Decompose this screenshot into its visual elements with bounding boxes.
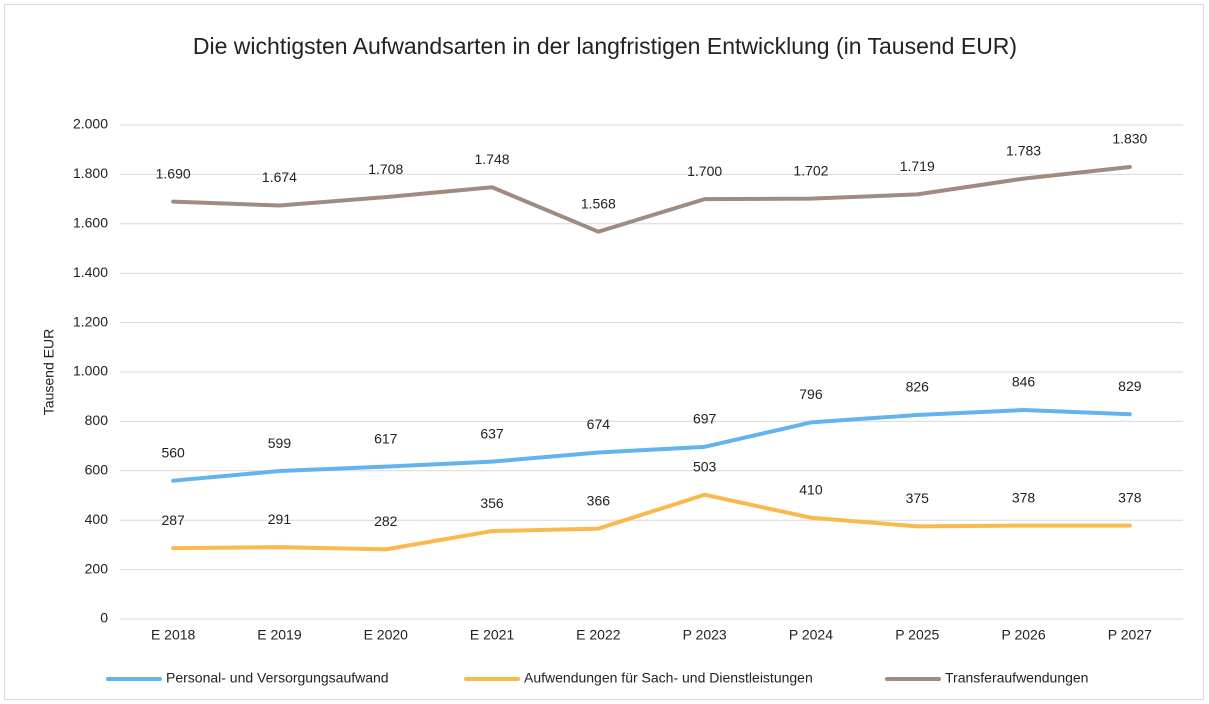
x-tick-label: E 2021 bbox=[470, 627, 515, 643]
x-tick-label: P 2027 bbox=[1108, 627, 1152, 643]
data-label: 637 bbox=[480, 425, 504, 441]
y-axis-label: Tausend EUR bbox=[41, 329, 57, 415]
data-label: 1.708 bbox=[368, 161, 403, 177]
data-label: 826 bbox=[906, 379, 930, 395]
data-label: 1.674 bbox=[262, 169, 297, 185]
y-tick-label: 1.400 bbox=[73, 264, 108, 280]
x-tick-label: E 2020 bbox=[364, 627, 409, 643]
y-tick-label: 600 bbox=[85, 462, 109, 478]
data-label: 1.830 bbox=[1112, 131, 1147, 147]
legend-label: Personal- und Versorgungsaufwand bbox=[166, 670, 389, 686]
chart-title: Die wichtigsten Aufwandsarten in der lan… bbox=[192, 33, 1018, 59]
x-tick-label: E 2022 bbox=[576, 627, 621, 643]
series-line bbox=[171, 164, 1132, 234]
y-tick-label: 200 bbox=[85, 560, 109, 576]
y-tick-label: 1.200 bbox=[73, 313, 108, 329]
data-label: 410 bbox=[799, 481, 823, 497]
data-label: 617 bbox=[374, 430, 398, 446]
data-label: 375 bbox=[906, 490, 930, 506]
y-tick-label: 0 bbox=[100, 610, 108, 626]
data-label: 796 bbox=[799, 386, 823, 402]
y-tick-label: 800 bbox=[85, 412, 109, 428]
data-label: 1.568 bbox=[581, 195, 616, 211]
data-label: 282 bbox=[374, 513, 398, 529]
data-label: 366 bbox=[587, 492, 611, 508]
x-tick-label: E 2019 bbox=[257, 627, 302, 643]
data-label: 674 bbox=[587, 416, 611, 432]
chart-frame bbox=[4, 4, 1204, 700]
x-tick-label: E 2018 bbox=[151, 627, 196, 643]
data-label: 378 bbox=[1118, 489, 1142, 505]
data-label: 1.783 bbox=[1006, 142, 1041, 158]
data-label: 697 bbox=[693, 411, 717, 427]
y-tick-label: 400 bbox=[85, 511, 109, 527]
legend-label: Aufwendungen für Sach- und Dienstleistun… bbox=[524, 670, 813, 686]
data-label: 1.700 bbox=[687, 163, 722, 179]
y-tick-label: 1.000 bbox=[73, 363, 108, 379]
series-line bbox=[171, 408, 1132, 483]
data-label: 1.719 bbox=[900, 158, 935, 174]
data-label: 1.702 bbox=[793, 162, 828, 178]
x-tick-label: P 2026 bbox=[1001, 627, 1045, 643]
data-label: 560 bbox=[161, 444, 185, 460]
data-label: 1.748 bbox=[475, 151, 510, 167]
y-tick-label: 2.000 bbox=[73, 116, 108, 132]
x-tick-label: P 2025 bbox=[895, 627, 939, 643]
y-tick-label: 1.800 bbox=[73, 165, 108, 181]
x-tick-label: P 2023 bbox=[683, 627, 727, 643]
data-label: 503 bbox=[693, 458, 717, 474]
data-label: 1.690 bbox=[156, 165, 191, 181]
data-label: 599 bbox=[268, 435, 292, 451]
data-label: 287 bbox=[161, 512, 185, 528]
data-label: 846 bbox=[1012, 374, 1036, 390]
x-tick-label: P 2024 bbox=[789, 627, 833, 643]
series-line bbox=[171, 492, 1132, 552]
data-label: 829 bbox=[1118, 378, 1142, 394]
data-label: 378 bbox=[1012, 489, 1036, 505]
legend-label: Transferaufwendungen bbox=[945, 670, 1088, 686]
data-label: 356 bbox=[480, 495, 504, 511]
data-label: 291 bbox=[268, 511, 292, 527]
y-tick-label: 1.600 bbox=[73, 215, 108, 231]
